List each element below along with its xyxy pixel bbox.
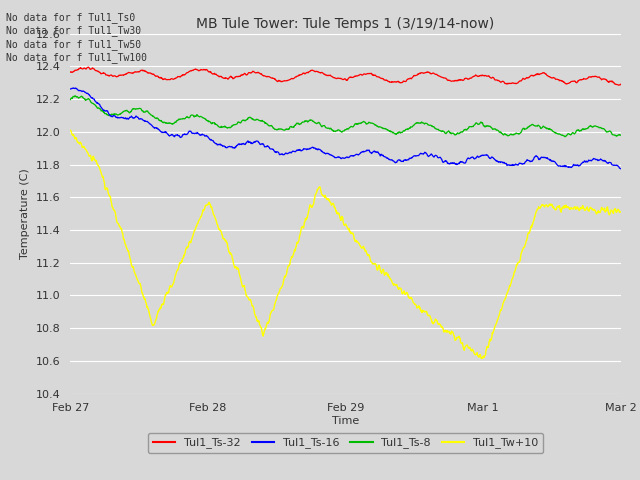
Y-axis label: Temperature (C): Temperature (C): [20, 168, 30, 259]
Text: No data for f Tul1_Tw50: No data for f Tul1_Tw50: [6, 39, 141, 50]
Text: No data for f Tul1_Tw100: No data for f Tul1_Tw100: [6, 52, 147, 63]
Text: No data for f Tul1_Ts0: No data for f Tul1_Ts0: [6, 12, 136, 23]
Text: No data for f Tul1_Tw30: No data for f Tul1_Tw30: [6, 25, 141, 36]
Legend: Tul1_Ts-32, Tul1_Ts-16, Tul1_Ts-8, Tul1_Tw+10: Tul1_Ts-32, Tul1_Ts-16, Tul1_Ts-8, Tul1_…: [148, 433, 543, 453]
Title: MB Tule Tower: Tule Temps 1 (3/19/14-now): MB Tule Tower: Tule Temps 1 (3/19/14-now…: [196, 17, 495, 31]
X-axis label: Time: Time: [332, 416, 359, 426]
